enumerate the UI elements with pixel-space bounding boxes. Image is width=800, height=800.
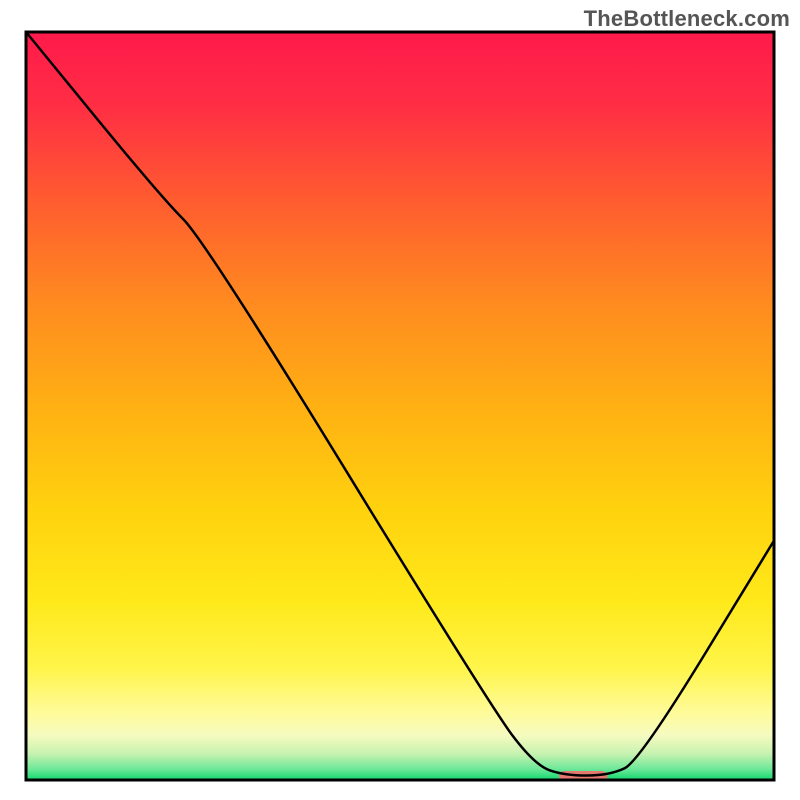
gradient-bg [26,32,774,780]
chart-container: { "attribution": { "text": "TheBottlenec… [0,0,800,800]
bottleneck-chart [0,0,800,800]
plot-area [26,32,774,781]
